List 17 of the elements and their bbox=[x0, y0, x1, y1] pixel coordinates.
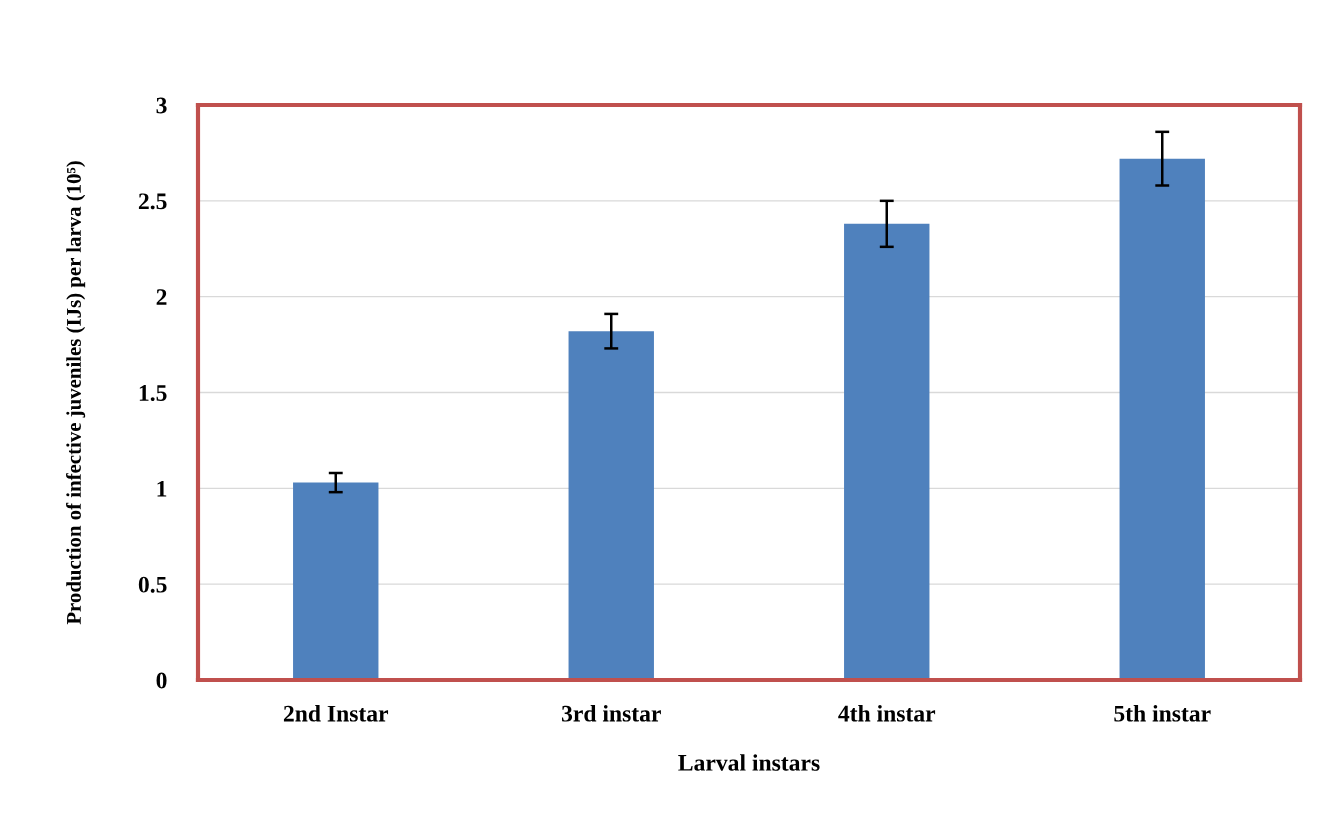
y-tick-label: 0 bbox=[156, 672, 167, 689]
x-tick-label: 4th instar bbox=[838, 705, 936, 722]
bar bbox=[568, 331, 654, 680]
y-tick-label: 1 bbox=[157, 480, 167, 497]
bar bbox=[1119, 158, 1205, 680]
x-tick-label: 3rd instar bbox=[561, 705, 661, 722]
x-tick-label: 2nd Instar bbox=[283, 705, 389, 722]
y-tick-label: 2 bbox=[156, 289, 167, 305]
x-axis-title: Larval instars bbox=[678, 754, 820, 771]
bar bbox=[293, 482, 379, 680]
bar bbox=[844, 223, 930, 680]
y-tick-label: 0.5 bbox=[138, 576, 167, 593]
y-tick-label: 3 bbox=[156, 97, 167, 114]
y-tick-label: 2.5 bbox=[138, 193, 167, 210]
y-axis-title: Production of infective juveniles (IJs) per larva (10⁵) bbox=[66, 161, 86, 625]
y-tick-label: 1.5 bbox=[139, 385, 167, 402]
x-tick-label: 5th instar bbox=[1114, 705, 1211, 722]
